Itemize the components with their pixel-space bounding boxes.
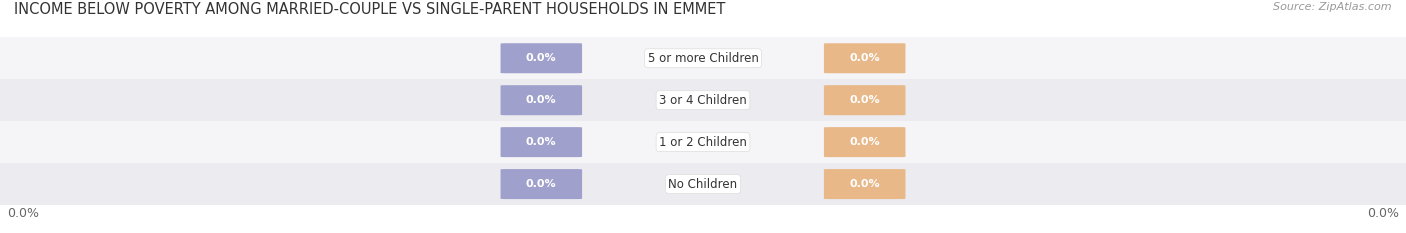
Text: 0.0%: 0.0% [526,137,557,147]
FancyBboxPatch shape [824,127,905,157]
FancyBboxPatch shape [501,43,582,73]
Text: 0.0%: 0.0% [7,207,39,220]
FancyBboxPatch shape [501,127,582,157]
Text: 0.0%: 0.0% [849,53,880,63]
FancyBboxPatch shape [824,85,905,115]
Bar [0,79,1406,121]
FancyBboxPatch shape [824,169,905,199]
Text: No Children: No Children [668,178,738,191]
Text: 0.0%: 0.0% [849,137,880,147]
Text: 0.0%: 0.0% [1367,207,1399,220]
Bar [0,163,1406,205]
FancyBboxPatch shape [501,85,582,115]
Text: 0.0%: 0.0% [526,53,557,63]
Text: 0.0%: 0.0% [849,179,880,189]
Text: INCOME BELOW POVERTY AMONG MARRIED-COUPLE VS SINGLE-PARENT HOUSEHOLDS IN EMMET: INCOME BELOW POVERTY AMONG MARRIED-COUPL… [14,2,725,17]
Text: 0.0%: 0.0% [526,95,557,105]
Text: 0.0%: 0.0% [849,95,880,105]
Text: 3 or 4 Children: 3 or 4 Children [659,94,747,107]
Text: 1 or 2 Children: 1 or 2 Children [659,136,747,149]
Text: Source: ZipAtlas.com: Source: ZipAtlas.com [1274,2,1392,12]
Bar [0,121,1406,163]
FancyBboxPatch shape [501,169,582,199]
Text: 5 or more Children: 5 or more Children [648,52,758,65]
Bar [0,37,1406,79]
FancyBboxPatch shape [824,43,905,73]
Text: 0.0%: 0.0% [526,179,557,189]
